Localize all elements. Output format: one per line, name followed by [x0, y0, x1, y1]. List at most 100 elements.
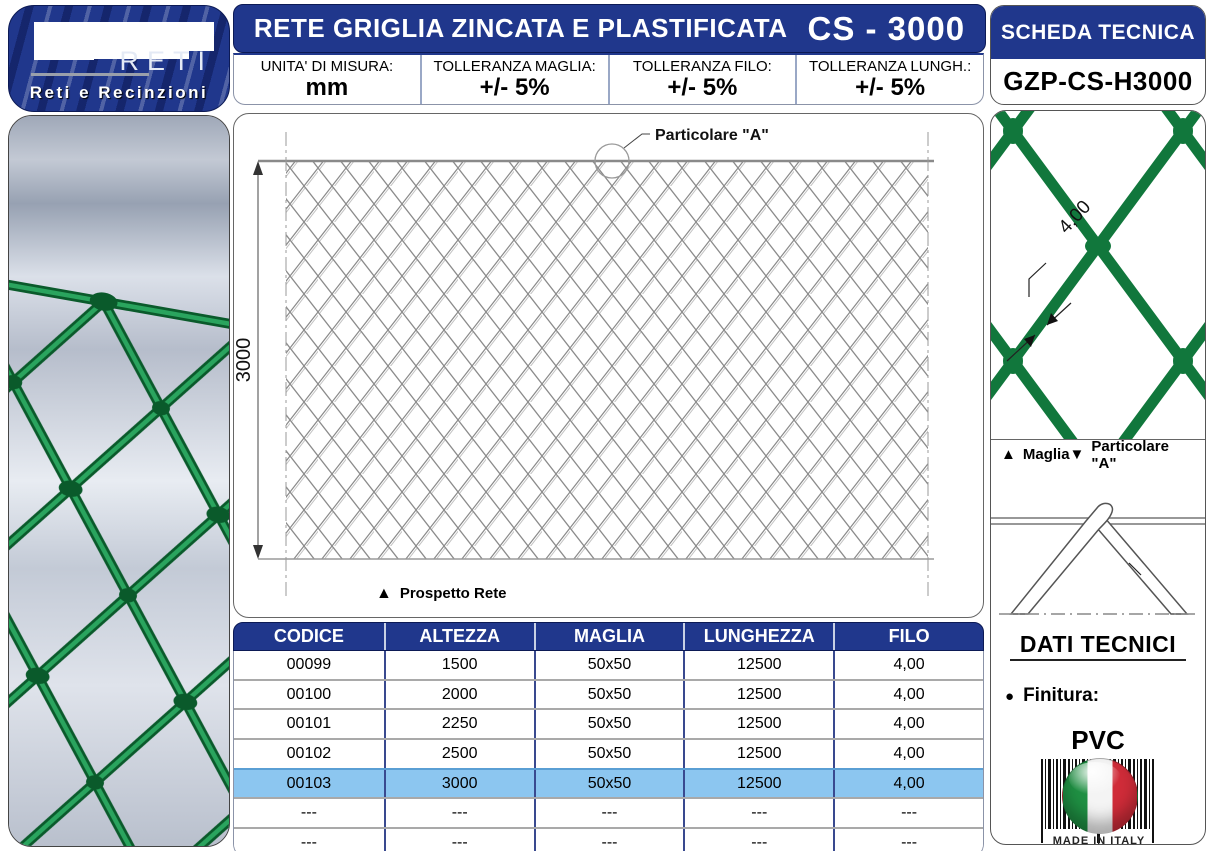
column-header-filo: FILO [833, 623, 983, 650]
legend-maglia-label: Maglia [1022, 446, 1070, 463]
table-cell: 2250 [383, 710, 534, 739]
table-cell: 50x50 [533, 769, 684, 798]
spec-value: +/- 5% [479, 74, 550, 101]
table-cell: 4,00 [833, 740, 983, 768]
diagram-caption-text: Prospetto Rete [399, 585, 507, 602]
logo-tagline: Reti e Recinzioni [29, 83, 209, 102]
detail-panel: 4,00 ▲ Maglia ▼ Particolare "A" [990, 110, 1206, 845]
logo-redaction-block [34, 50, 94, 60]
triangle-up-icon: ▲ [1001, 446, 1016, 463]
table-row: 00099 1500 50x50 12500 4,00 [234, 651, 983, 679]
knot-detail-drawing [991, 502, 1205, 615]
barcode: MADE IN ITALY [1039, 757, 1159, 845]
spec-label: UNITA' DI MISURA: [260, 58, 394, 75]
table-cell: 00099 [286, 655, 332, 673]
table-cell: 12500 [683, 740, 833, 768]
fence-photo [8, 115, 230, 847]
table-cell: --- [383, 829, 534, 851]
spec-label: TOLLERANZA LUNGH.: [808, 58, 972, 75]
column-header-maglia: MAGLIA [533, 623, 684, 650]
table-cell: 4,00 [833, 651, 983, 679]
made-in-italy-text: MADE IN ITALY [1053, 835, 1145, 845]
table-cell: 50x50 [533, 740, 684, 768]
finitura-label: Finitura: [1023, 685, 1100, 706]
column-header-codice: CODICE [273, 626, 344, 646]
table-cell: 00103 [286, 774, 332, 792]
logo-brand-text: RETI [119, 46, 213, 76]
table-cell: --- [683, 799, 833, 828]
title-bar: RETE GRIGLIA ZINCATA E PLASTIFICATA CS -… [233, 4, 986, 53]
table-cell: 4,00 [833, 769, 983, 798]
company-logo: RETI Reti e Recinzioni [8, 5, 230, 112]
tech-sheet-box: SCHEDA TECNICA GZP-CS-H3000 [990, 5, 1206, 105]
spec-tolerance-maglia: TOLLERANZA MAGLIA: +/- 5% [419, 55, 608, 104]
spec-value: +/- 5% [667, 74, 738, 101]
table-cell: 50x50 [533, 680, 684, 709]
triangle-up-icon: ▲ [376, 585, 392, 602]
table-cell: --- [533, 829, 684, 851]
detail-legend: ▲ Maglia ▼ Particolare "A" [991, 438, 1205, 472]
triangle-down-icon: ▼ [1069, 446, 1085, 463]
spec-tolerance-lunghezza: TOLLERANZA LUNGH.: +/- 5% [795, 55, 983, 104]
table-cell: 12500 [683, 769, 833, 798]
table-cell: 4,00 [833, 680, 983, 709]
tech-sheet-code: GZP-CS-H3000 [1003, 66, 1193, 96]
table-cell: 50x50 [533, 710, 684, 739]
table-cell: 12500 [683, 710, 833, 739]
table-cell: --- [383, 799, 534, 828]
legend-particolare: ▼ Particolare "A" [1070, 438, 1195, 472]
table-cell: 4,00 [833, 710, 983, 739]
spec-unit: UNITA' DI MISURA: mm [234, 55, 420, 104]
legend-particolare-label: Particolare "A" [1091, 437, 1169, 472]
table-cell: 2500 [383, 740, 534, 768]
table-cell: 00101 [286, 715, 332, 733]
table-cell: --- [683, 829, 833, 851]
logo-divider [31, 73, 149, 76]
table-cell: --- [833, 829, 983, 851]
table-row: 00100 2000 50x50 12500 4,00 [234, 678, 983, 709]
finitura-value: PVC [1071, 725, 1125, 755]
spec-value: +/- 5% [855, 74, 926, 101]
table-cell: 1500 [383, 651, 534, 679]
table-row: --- --- --- --- --- [234, 827, 983, 851]
mesh-diagram: 3000 Particolare "A" [234, 127, 934, 596]
table-cell: 00100 [286, 685, 332, 703]
legend-maglia: ▲ Maglia [1001, 446, 1070, 463]
table-cell: --- [833, 799, 983, 828]
spec-tolerance-filo: TOLLERANZA FILO: +/- 5% [607, 55, 796, 104]
fence-photo-image [9, 116, 229, 846]
table-cell: --- [300, 833, 317, 851]
table-cell: 50x50 [533, 651, 684, 679]
table-row: 00101 2250 50x50 12500 4,00 [234, 708, 983, 739]
table-cell: --- [300, 804, 317, 822]
table-header-row: CODICE ALTEZZA MAGLIA LUNGHEZZA FILO [233, 622, 984, 651]
dati-tecnici-heading: DATI TECNICI [991, 631, 1205, 661]
table-cell: 3000 [383, 769, 534, 798]
diagram-caption: ▲ Prospetto Rete [376, 585, 507, 603]
table-cell: 2000 [383, 680, 534, 709]
table-cell: 12500 [683, 680, 833, 709]
detail-a-label: Particolare "A" [655, 127, 769, 144]
italy-flag-icon [1062, 758, 1138, 834]
mesh-detail-drawing: 4,00 [991, 111, 1205, 439]
logo-redaction-block [92, 50, 189, 59]
table-row: 00102 2500 50x50 12500 4,00 [234, 738, 983, 768]
mesh-diagram-panel: 3000 Particolare "A" ▲ Prospetto Rete [233, 113, 984, 618]
bullet-icon: ● [1005, 687, 1015, 705]
tech-sheet-label: SCHEDA TECNICA [991, 6, 1205, 59]
column-header-altezza: ALTEZZA [383, 623, 534, 650]
table-cell: 00102 [286, 744, 332, 762]
table-cell: 12500 [683, 651, 833, 679]
height-dimension: 3000 [234, 338, 255, 383]
spec-value: mm [305, 74, 349, 101]
logo-redaction-block [34, 22, 214, 51]
product-code: CS - 3000 [807, 9, 966, 47]
column-header-lunghezza: LUNGHEZZA [683, 623, 833, 650]
tolerance-strip: UNITA' DI MISURA: mm TOLLERANZA MAGLIA: … [233, 53, 984, 105]
table-row: --- --- --- --- --- [234, 797, 983, 828]
dati-tecnici-text: DATI TECNICI [1009, 631, 1187, 661]
product-table: CODICE ALTEZZA MAGLIA LUNGHEZZA FILO 000… [233, 622, 984, 851]
table-row-highlighted: 00103 3000 50x50 12500 4,00 [234, 767, 983, 798]
spec-label: TOLLERANZA MAGLIA: [433, 58, 596, 75]
